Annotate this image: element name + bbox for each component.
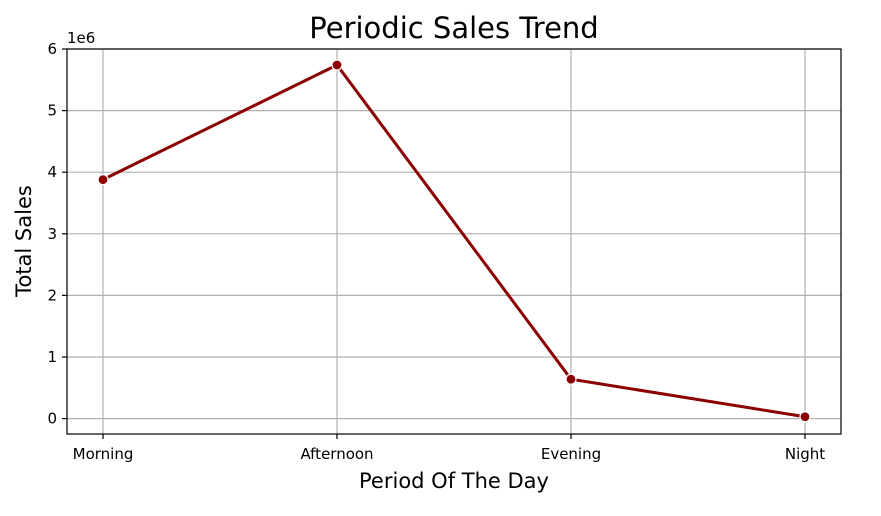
grid — [67, 48, 841, 434]
x-tick-label: Evening — [541, 445, 601, 463]
y-tick-label: 2 — [47, 286, 57, 304]
plot-frame — [66, 48, 842, 435]
y-tick-label: 0 — [47, 410, 57, 428]
x-tick-label: Morning — [73, 445, 134, 463]
y-tick-label: 1 — [47, 348, 57, 366]
data-point-marker — [97, 173, 109, 186]
y-axis-offset-label: 1e6 — [67, 29, 95, 47]
series-line — [101, 63, 807, 419]
y-tick-label: 4 — [47, 163, 57, 181]
y-axis-label: Total Sales — [12, 185, 36, 298]
y-tick-label: 5 — [47, 102, 57, 120]
data-point-marker — [565, 373, 577, 385]
chart-title: Periodic Sales Trend — [309, 11, 598, 45]
ticks: Morning Afternoon Evening Night 0 1 2 3 4 5 6 — [47, 40, 825, 463]
x-tick-label: Night — [785, 445, 825, 463]
y-tick-label: 6 — [47, 40, 57, 58]
data-point-marker — [331, 59, 343, 71]
data-point-marker — [799, 411, 811, 423]
y-tick-label: 3 — [47, 225, 57, 243]
x-axis-label: Period Of The Day — [359, 469, 549, 493]
series — [97, 59, 811, 423]
x-tick-label: Afternoon — [300, 445, 373, 463]
